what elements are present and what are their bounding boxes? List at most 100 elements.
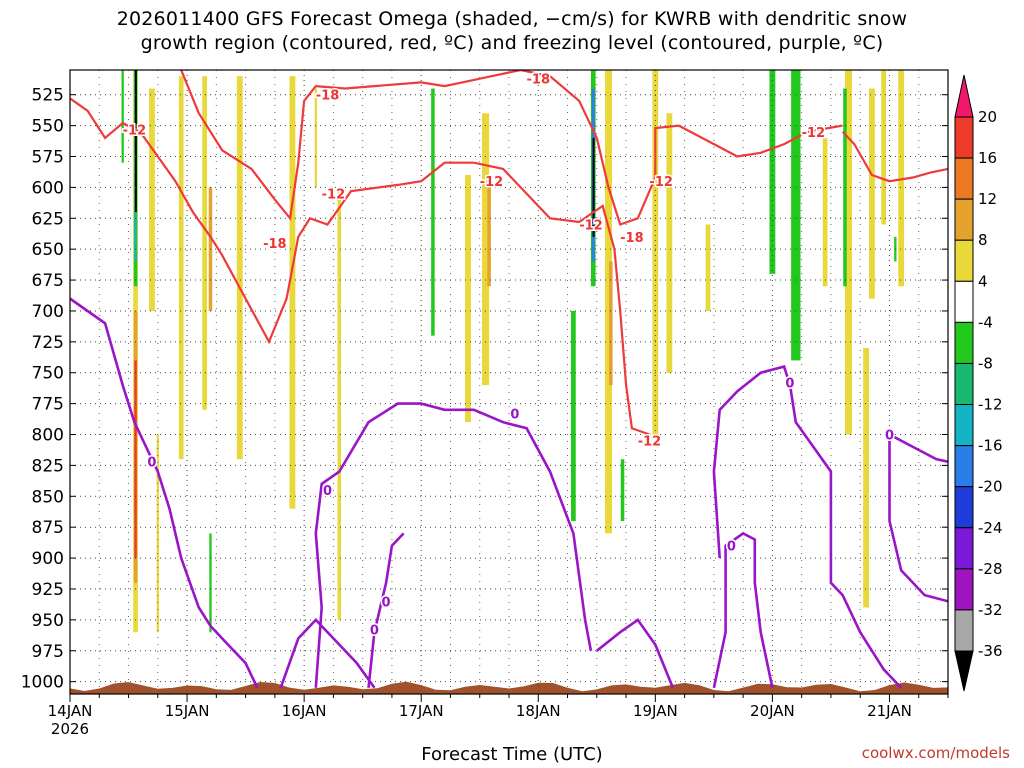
colorbar-swatch: [954, 445, 974, 488]
freezing-level-label: 0: [370, 624, 379, 639]
omega-patch: [134, 360, 137, 559]
freezing-level-contour: [367, 532, 405, 688]
y-tick-label: 975: [32, 642, 64, 662]
omega-patch: [868, 88, 875, 299]
y-tick-label: 850: [32, 487, 64, 507]
credit-text[interactable]: coolwx.com/models: [861, 744, 1010, 762]
y-tick-label: 1000: [21, 673, 64, 693]
x-tick-label: 20JAN: [750, 702, 795, 720]
colorbar-label: -32: [978, 601, 1003, 619]
omega-patch: [149, 88, 155, 311]
colorbar-label: -36: [978, 642, 1003, 660]
dgz-contour-line: [180, 70, 843, 226]
chart-title-line2: growth region (contoured, red, ºC) and f…: [140, 32, 884, 54]
colorbar-swatch: [954, 362, 974, 406]
omega-patch: [652, 70, 659, 435]
freezing-level-label: 0: [323, 484, 332, 499]
omega-patch: [487, 187, 491, 287]
x-tick-label: 19JAN: [633, 702, 678, 720]
freezing-level-contour: [712, 531, 774, 689]
dgz-contour-label: -12: [579, 218, 603, 233]
colorbar-label: -24: [978, 519, 1003, 537]
x-tick-label: 16JAN: [282, 702, 327, 720]
omega-patch: [863, 348, 869, 608]
colorbar-label: 20: [978, 108, 997, 126]
colorbar-swatch: [954, 404, 974, 447]
freezing-level-label: 0: [510, 408, 519, 423]
freezing-level-contour: [888, 434, 948, 603]
dgz-contour-label: -18: [263, 237, 287, 252]
omega-patch: [822, 137, 828, 287]
colorbar-swatch: [954, 157, 974, 200]
omega-patch: [705, 224, 711, 311]
omega-patch: [202, 76, 207, 410]
plot-area: -12-18-18-12-12-18-12-18-12-12-120000000…: [70, 70, 948, 694]
y-tick-label: 950: [32, 611, 64, 631]
colorbar-swatch: [954, 280, 974, 323]
omega-patch: [236, 76, 243, 460]
x-axis-label: Forecast Time (UTC): [421, 744, 603, 765]
omega-patch: [209, 533, 212, 633]
freezing-level-contour: [314, 402, 593, 688]
omega-patch: [898, 70, 905, 287]
omega-patch: [289, 76, 296, 509]
freezing-level-contour: [712, 365, 903, 689]
colorbar-label: -12: [978, 396, 1003, 414]
x-tick-label-year: 2026: [51, 720, 89, 738]
colorbar-swatch: [954, 486, 974, 529]
y-tick-label: 675: [32, 271, 64, 291]
y-tick-label: 550: [32, 117, 64, 137]
colorbar-label: 8: [978, 231, 988, 249]
omega-patch: [592, 137, 595, 237]
colorbar-bottom-arrow: [954, 650, 974, 692]
y-tick-label: 700: [32, 302, 64, 322]
omega-patch: [769, 70, 776, 274]
dgz-contour-label: -12: [480, 175, 504, 190]
colorbar-label: -16: [978, 437, 1003, 455]
colorbar-label: 4: [978, 272, 988, 290]
dgz-contour-label: -12: [123, 123, 147, 138]
dgz-contour-label: -18: [527, 73, 551, 88]
freezing-level-label: 0: [382, 595, 391, 610]
y-tick-label: 775: [32, 395, 64, 415]
freezing-level-contour: [888, 433, 948, 463]
colorbar-swatch: [954, 116, 974, 159]
omega-patch: [178, 76, 184, 460]
dgz-contour-label: -18: [316, 89, 340, 104]
omega-patch: [791, 70, 801, 361]
omega-patch: [121, 70, 124, 163]
y-tick-label: 875: [32, 518, 64, 538]
x-tick-label: 18JAN: [516, 702, 561, 720]
colorbar-label: -4: [978, 313, 993, 331]
y-tick-label: 725: [32, 333, 64, 353]
y-tick-label: 825: [32, 456, 64, 476]
x-tick-label: 21JAN: [867, 702, 912, 720]
dgz-contour-label: -12: [649, 175, 673, 190]
x-tick-label: 14JAN: [48, 702, 93, 720]
omega-patch: [666, 113, 673, 373]
colorbar-swatch: [954, 568, 974, 611]
chart-title-line1: 2026011400 GFS Forecast Omega (shaded, −…: [116, 8, 908, 30]
dgz-contour-label: -12: [322, 188, 346, 203]
omega-patch: [844, 70, 853, 435]
terrain-ground: [70, 681, 948, 694]
dgz-contour-label: -18: [620, 231, 644, 246]
colorbar-label: -28: [978, 560, 1003, 578]
x-tick-label: 17JAN: [399, 702, 444, 720]
colorbar-swatch: [954, 527, 974, 570]
colorbar-label: 12: [978, 190, 997, 208]
omega-patch: [571, 310, 576, 522]
freezing-level-contour: [279, 618, 376, 689]
colorbar-swatch: [954, 198, 974, 241]
freezing-level-label: 0: [885, 429, 894, 444]
omega-patch: [620, 459, 625, 522]
y-tick-label: 925: [32, 580, 64, 600]
freezing-level-contour: [595, 618, 675, 689]
plot-background: [70, 70, 948, 694]
colorbar-label: -20: [978, 478, 1003, 496]
freezing-level-contour: [70, 297, 259, 689]
y-tick-label: 525: [32, 86, 64, 106]
omega-patch: [609, 261, 613, 386]
freezing-level-label: 0: [785, 377, 794, 392]
